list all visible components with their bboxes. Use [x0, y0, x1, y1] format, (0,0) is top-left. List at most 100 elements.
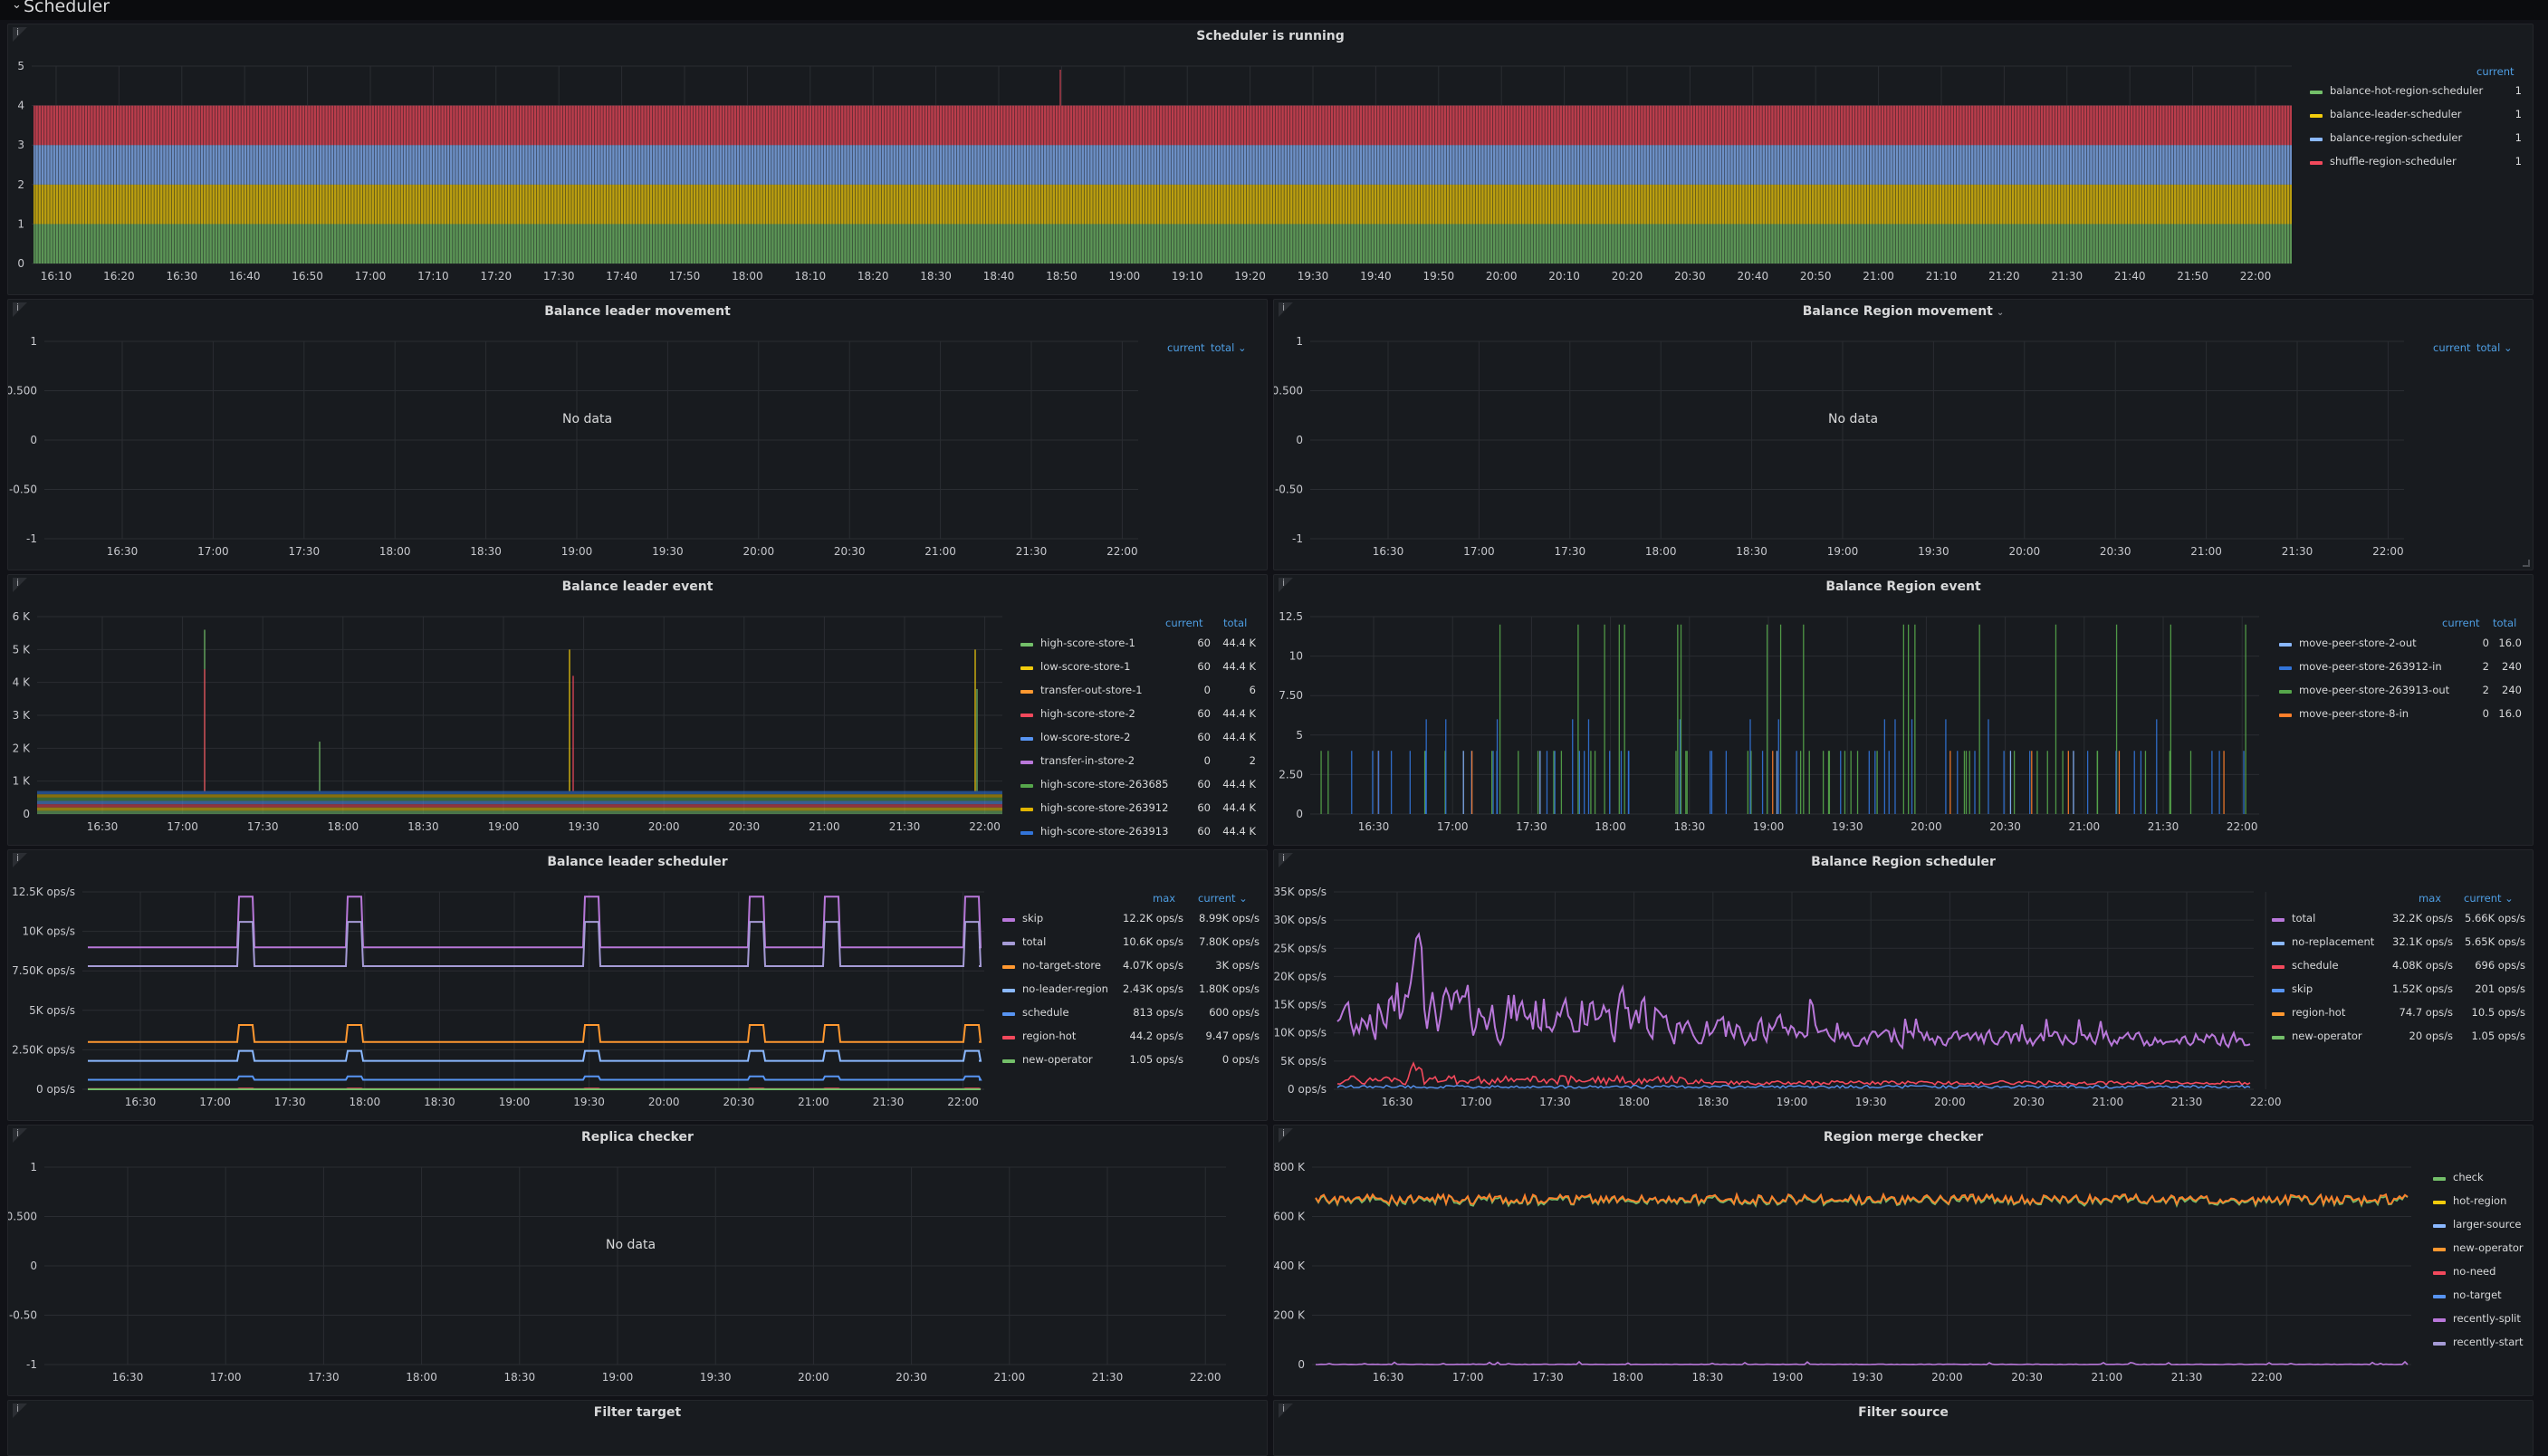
info-icon[interactable]: i	[13, 852, 27, 867]
chevron-down-icon[interactable]: ⌄	[12, 0, 22, 12]
legend-header-total[interactable]: total	[1223, 617, 1248, 629]
legend-item-high-score-store-263912[interactable]: high-score-store-263912 60 44.4 K	[1020, 801, 1258, 818]
info-icon[interactable]: i	[13, 577, 27, 592]
info-icon[interactable]: i	[13, 1403, 27, 1418]
x-tick-label: 19:30	[1855, 1096, 1887, 1108]
legend-header-total[interactable]: total	[2493, 617, 2517, 629]
legend-item-no-need[interactable]: no-need	[2433, 1265, 2527, 1281]
info-icon[interactable]: i	[1279, 852, 1293, 867]
legend-item-recently-split[interactable]: recently-split	[2433, 1312, 2527, 1328]
legend-item-move-peer-store-263912-in[interactable]: move-peer-store-263912-in 2 240	[2279, 660, 2524, 676]
legend-header-max[interactable]: max	[1153, 892, 1176, 905]
chart-balance-region-event[interactable]: 0 2.50 5 7.50 10 12.5 16:30 17:00 17:30 18:00 18:3…	[1274, 575, 2533, 845]
info-icon[interactable]: i	[13, 26, 27, 42]
legend-item-move-peer-store-8-in[interactable]: move-peer-store-8-in 0 16.0	[2279, 707, 2524, 723]
legend-item-new-operator[interactable]: new-operator	[2433, 1241, 2527, 1258]
legend-item-region-hot[interactable]: region-hot 74.7 ops/s 10.5 ops/s	[2272, 1006, 2527, 1022]
panel-title[interactable]: Region merge checker	[1823, 1130, 1984, 1145]
legend-item-no-target[interactable]: no-target	[2433, 1288, 2527, 1305]
legend-item-schedule[interactable]: schedule 4.08K ops/s 696 ops/s	[2272, 959, 2527, 975]
legend-header-current[interactable]: current ⌄	[2464, 892, 2514, 905]
panel-replica-checker[interactable]: i Replica checker 1 0.500 0 -0.50 -1 16:30 17:…	[7, 1125, 1268, 1396]
chart-scheduler-running[interactable]: 0 1 2 3 4 5 16:10 16:20 16:30 16:40 16:50 17:00 17:1…	[8, 24, 2533, 294]
legend-header-total[interactable]: total ⌄	[2476, 341, 2513, 354]
panel-scheduler-running[interactable]: i Scheduler is running 0 1 2 3 4 5 16:10 16:20 1…	[7, 24, 2534, 295]
legend-item-no-leader-region[interactable]: no-leader-region 2.43K ops/s 1.80K ops/s	[1002, 982, 1261, 999]
legend-item-transfer-out-store-1[interactable]: transfer-out-store-1 0 6	[1020, 684, 1258, 700]
legend-header-current[interactable]: current	[2442, 617, 2480, 629]
panel-title[interactable]: Filter target	[593, 1405, 682, 1420]
panel-title[interactable]: Balance Region scheduler	[1811, 855, 1996, 869]
panel-title[interactable]: Scheduler is running	[1196, 29, 1345, 43]
legend-item-balance-hot-region-scheduler[interactable]: balance-hot-region-scheduler 1	[2310, 84, 2527, 101]
chart-balance-leader-movement[interactable]: 1 0.500 0 -0.50 -1 16:30 17:00 17:30 18:00 18:30 1…	[8, 300, 1267, 570]
legend-header-current[interactable]: current	[2476, 65, 2514, 78]
info-icon[interactable]: i	[1279, 1127, 1293, 1143]
legend-item-shuffle-region-scheduler[interactable]: shuffle-region-scheduler 1	[2310, 155, 2527, 171]
legend-item-new-operator[interactable]: new-operator 20 ops/s 1.05 ops/s	[2272, 1030, 2527, 1046]
legend-header-total[interactable]: total ⌄	[1211, 341, 1247, 354]
legend-item-hot-region[interactable]: hot-region	[2433, 1194, 2527, 1211]
legend-item-total[interactable]: total 10.6K ops/s 7.80K ops/s	[1002, 935, 1261, 952]
legend-item-check[interactable]: check	[2433, 1171, 2527, 1187]
legend-item-balance-leader-scheduler[interactable]: balance-leader-scheduler 1	[2310, 108, 2527, 124]
row-header-scheduler[interactable]: ⌄ Scheduler	[0, 0, 2548, 20]
legend-item-high-score-store-263685[interactable]: high-score-store-263685 60 44.4 K	[1020, 778, 1258, 794]
chart-balance-region-scheduler[interactable]: 0 ops/s 5K ops/s 10K ops/s 15K ops/s 20K ops…	[1274, 850, 2533, 1120]
legend-item-region-hot[interactable]: region-hot 44.2 ops/s 9.47 ops/s	[1002, 1030, 1261, 1046]
legend-header-current[interactable]: current	[1165, 617, 1203, 629]
panel-balance-leader-movement[interactable]: i Balance leader movement 1 0.500 0 -0.50 -1…	[7, 299, 1268, 570]
y-tick-label: 0.500	[7, 1211, 37, 1223]
panel-balance-leader-event[interactable]: i Balance leader event 0 1 K 2 K 3 K 4 K 5 K 6…	[7, 574, 1268, 846]
legend-item-transfer-in-store-2[interactable]: transfer-in-store-2 0 2	[1020, 754, 1258, 771]
chart-region-merge-checker[interactable]: 0 200 K 400 K 600 K 800 K 16:30 17:00 17:30 18:0…	[1274, 1126, 2533, 1395]
legend-item-skip[interactable]: skip 12.2K ops/s 8.99K ops/s	[1002, 912, 1261, 928]
panel-title[interactable]: Balance Region event	[1825, 580, 1981, 594]
legend-item-high-score-store-2[interactable]: high-score-store-2 60 44.4 K	[1020, 707, 1258, 723]
legend-item-low-score-store-2[interactable]: low-score-store-2 60 44.4 K	[1020, 731, 1258, 747]
legend-header-current[interactable]: current	[1167, 341, 1205, 354]
legend-header-current[interactable]: current	[2433, 341, 2471, 354]
panel-balance-region-scheduler[interactable]: i Balance Region scheduler 0 ops/s 5K ops…	[1273, 849, 2534, 1121]
legend-item-no-target-store[interactable]: no-target-store 4.07K ops/s 3K ops/s	[1002, 959, 1261, 975]
chart-replica-checker[interactable]: 1 0.500 0 -0.50 -1 16:30 17:00 17:30 18:00 18:30 1…	[8, 1126, 1267, 1395]
chart-balance-leader-scheduler[interactable]: 0 ops/s 2.50K ops/s 5K ops/s 7.50K ops/s 10K…	[8, 850, 1267, 1120]
chevron-down-icon[interactable]: ⌄	[1996, 308, 2005, 318]
legend-item-recently-start[interactable]: recently-start	[2433, 1336, 2527, 1352]
legend-item-balance-region-scheduler[interactable]: balance-region-scheduler 1	[2310, 131, 2527, 148]
panel-balance-leader-scheduler[interactable]: i Balance leader scheduler 0 ops/s 2.50K …	[7, 849, 1268, 1121]
legend-item-skip[interactable]: skip 1.52K ops/s 201 ops/s	[2272, 982, 2527, 999]
panel-title[interactable]: Balance leader scheduler	[547, 855, 728, 869]
legend-item-total[interactable]: total 32.2K ops/s 5.66K ops/s	[2272, 912, 2527, 928]
legend-item-new-operator[interactable]: new-operator 1.05 ops/s 0 ops/s	[1002, 1053, 1261, 1069]
panel-region-merge-checker[interactable]: i Region merge checker 0 200 K 400 K 600 K 8…	[1273, 1125, 2534, 1396]
panel-title[interactable]: Filter source	[1858, 1405, 1949, 1420]
panel-balance-region-event[interactable]: i Balance Region event 0 2.50 5 7.50 10 12.5 1…	[1273, 574, 2534, 846]
panel-title[interactable]: Replica checker	[581, 1130, 694, 1145]
info-icon[interactable]: i	[13, 302, 27, 317]
panel-title[interactable]: Balance leader movement	[544, 304, 731, 319]
legend-item-schedule[interactable]: schedule 813 ops/s 600 ops/s	[1002, 1006, 1261, 1022]
chart-balance-region-movement[interactable]: 1 0.500 0 -0.50 -1 16:30 17:00 17:30 18:00 18:30 1…	[1274, 300, 2533, 570]
legend-item-move-peer-store-263913-out[interactable]: move-peer-store-263913-out 2 240	[2279, 684, 2524, 700]
panel-title[interactable]: Balance leader event	[561, 580, 714, 594]
panel-filter-source[interactable]: i Filter source	[1273, 1400, 2534, 1456]
legend-item-high-score-store-1[interactable]: high-score-store-1 60 44.4 K	[1020, 637, 1258, 653]
legend-item-no-replacement[interactable]: no-replacement 32.1K ops/s 5.65K ops/s	[2272, 935, 2527, 952]
resize-handle[interactable]	[2523, 560, 2530, 567]
info-icon[interactable]: i	[13, 1127, 27, 1143]
legend-item-low-score-store-1[interactable]: low-score-store-1 60 44.4 K	[1020, 660, 1258, 676]
legend-header-max[interactable]: max	[2419, 892, 2442, 905]
legend-header-current[interactable]: current ⌄	[1198, 892, 1248, 905]
panel-filter-target[interactable]: i Filter target	[7, 1400, 1268, 1456]
chart-balance-leader-event[interactable]: 0 1 K 2 K 3 K 4 K 5 K 6 K 16:30 17:00 17:30 18:00 1…	[8, 575, 1267, 845]
info-icon[interactable]: i	[1279, 1403, 1293, 1418]
legend-item-move-peer-store-2-out[interactable]: move-peer-store-2-out 0 16.0	[2279, 637, 2524, 653]
panel-title[interactable]: Balance Region movement ⌄	[1802, 304, 2005, 319]
info-icon[interactable]: i	[1279, 302, 1293, 317]
panel-balance-region-movement[interactable]: i Balance Region movement ⌄ 1 0.500 0 -0.50 -…	[1273, 299, 2534, 570]
info-icon[interactable]: i	[1279, 577, 1293, 592]
x-tick-label: 18:30	[1698, 1096, 1729, 1108]
legend-item-larger-source[interactable]: larger-source	[2433, 1218, 2527, 1234]
legend-item-high-score-store-263913[interactable]: high-score-store-263913 60 44.4 K	[1020, 825, 1258, 841]
